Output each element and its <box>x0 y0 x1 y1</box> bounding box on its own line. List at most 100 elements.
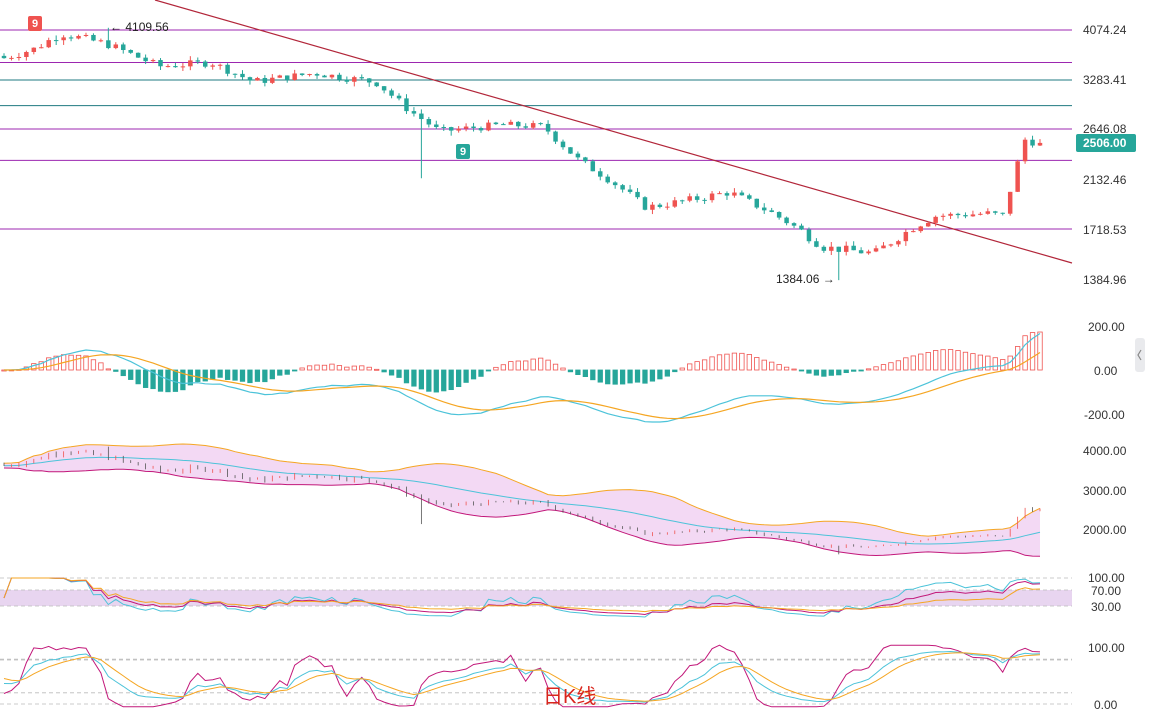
candle-body <box>1015 161 1020 192</box>
macd-histogram-bar <box>433 369 439 393</box>
candle-body <box>173 66 178 68</box>
candle-body <box>627 189 633 192</box>
candle-body <box>881 245 886 249</box>
macd-histogram-bar <box>292 369 298 372</box>
macd-histogram-bar <box>716 354 723 371</box>
candle-body <box>605 176 610 183</box>
candle-body <box>314 74 320 76</box>
candle-body <box>799 225 804 230</box>
candle-body <box>724 193 730 196</box>
macd-histogram-bar <box>321 364 328 371</box>
candle-body <box>434 124 439 127</box>
macd-histogram-bar <box>359 365 365 371</box>
macd-histogram-bar <box>224 369 231 380</box>
macd-histogram-bar <box>798 369 805 372</box>
macd-histogram-bar <box>165 369 171 393</box>
macd-histogram-bar <box>582 369 588 378</box>
macd-histogram-bar <box>687 363 693 371</box>
green-signal-label: 9 <box>460 146 466 158</box>
macd-histogram-bar <box>754 357 760 371</box>
candle-body <box>240 73 245 78</box>
boll-tick-4000: 4000.00 <box>1083 444 1127 458</box>
candle-body <box>39 47 44 49</box>
red-signal-label: 9 <box>32 18 38 30</box>
candle-body <box>1030 139 1035 146</box>
macd-histogram-bar <box>940 349 946 371</box>
candle-body <box>113 44 119 49</box>
macd-histogram-bar <box>485 369 492 372</box>
candle-body <box>568 147 573 154</box>
macd-histogram-bar <box>172 369 179 392</box>
candle-body <box>538 123 543 125</box>
candle-body <box>993 211 998 213</box>
macd-histogram-bar <box>605 369 611 385</box>
high-price-value: 4109.56 <box>125 20 169 34</box>
price-tick-3283: 3283.41 <box>1083 73 1127 87</box>
price-tick-2132: 2132.46 <box>1083 173 1127 187</box>
price-tick-2646: 2646.08 <box>1083 122 1127 136</box>
candle-body <box>225 64 230 74</box>
candle-body <box>411 111 417 114</box>
bollinger-band-fill <box>4 444 1040 557</box>
candle-body <box>284 75 290 80</box>
macd-histogram-bar <box>247 369 253 384</box>
candle-body <box>702 199 707 201</box>
candle-body <box>210 65 215 67</box>
candle-body <box>806 229 812 242</box>
macd-histogram-bar <box>709 356 715 371</box>
candle-body <box>135 52 141 58</box>
candle-body <box>1022 139 1028 162</box>
macd-histogram-bar <box>441 369 447 392</box>
macd-histogram-bar <box>985 355 991 371</box>
macd-histogram-bar <box>672 369 678 373</box>
macd-axis: 200.00 0.00 -200.00 <box>1084 320 1125 422</box>
pane-resize-handle[interactable] <box>1135 338 1145 372</box>
macd-histogram-bar <box>329 363 335 371</box>
candle-body <box>858 250 864 254</box>
candle-body <box>16 56 22 58</box>
candle-body <box>851 245 856 251</box>
candle-body <box>195 60 201 62</box>
candle-body <box>270 77 275 83</box>
candle-body <box>955 213 961 216</box>
macd-histogram-bar <box>202 369 208 382</box>
macd-histogram-bar <box>344 366 350 371</box>
bollinger-lower-line <box>3 467 1041 557</box>
candle-body <box>262 77 268 83</box>
candle-body <box>24 52 29 57</box>
macd-dea-line <box>4 351 1041 420</box>
macd-histogram-bar <box>403 369 410 384</box>
candle-body <box>352 77 357 82</box>
bollinger-pane <box>3 443 1041 557</box>
macd-histogram-bar <box>306 365 313 371</box>
macd-histogram-bar <box>791 368 797 371</box>
macd-histogram-bar <box>105 368 111 371</box>
kdj-axis: 100.00 0.00 <box>1088 641 1125 712</box>
candle-body <box>620 185 625 190</box>
high-price-note: ← 4109.56 <box>110 20 169 34</box>
macd-histogram-bar <box>478 369 484 377</box>
candle-body <box>687 196 692 201</box>
candle-body <box>985 211 991 214</box>
macd-histogram-bar <box>806 369 812 374</box>
macd-histogram-bar <box>657 369 663 380</box>
macd-histogram-bar <box>426 369 432 392</box>
candle-body <box>523 126 528 128</box>
rsi-fast-line <box>3 577 1041 618</box>
candle-body <box>165 66 171 68</box>
macd-histogram-bar <box>1022 335 1028 371</box>
candle-body <box>747 195 752 199</box>
macd-histogram-bar <box>619 369 626 385</box>
macd-histogram-bar <box>903 357 909 371</box>
candle-body <box>426 119 432 125</box>
price-tick-1384: 1384.96 <box>1083 273 1127 287</box>
candle-body <box>829 246 834 251</box>
candle-body <box>665 206 670 208</box>
macd-histogram-bar <box>284 369 290 375</box>
macd-pane <box>1 331 1043 423</box>
rsi-pane <box>0 577 1072 618</box>
macd-tick-200: 200.00 <box>1088 320 1125 334</box>
current-price-label: 2506.00 <box>1083 136 1127 150</box>
macd-histogram-bar <box>508 361 514 371</box>
